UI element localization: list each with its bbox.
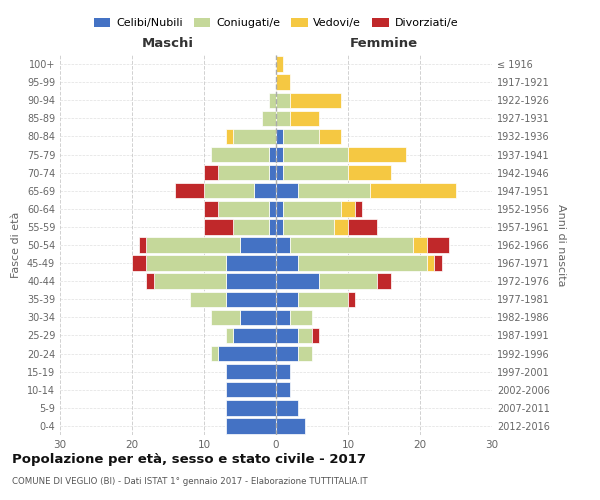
Bar	[132, 256, 146, 271]
Text: Maschi: Maschi	[142, 36, 194, 50]
Bar	[146, 274, 154, 289]
Bar	[348, 165, 391, 180]
Bar	[233, 219, 269, 234]
Bar	[276, 183, 298, 198]
Bar	[427, 256, 434, 271]
Bar	[204, 165, 218, 180]
Bar	[276, 310, 290, 325]
Bar	[218, 201, 269, 216]
Bar	[276, 165, 283, 180]
Bar	[283, 165, 348, 180]
Bar	[240, 238, 276, 252]
Bar	[298, 328, 312, 343]
Bar	[269, 165, 276, 180]
Bar	[226, 274, 276, 289]
Bar	[276, 92, 290, 108]
Bar	[226, 400, 276, 415]
Bar	[276, 328, 298, 343]
Bar	[233, 128, 276, 144]
Text: COMUNE DI VEGLIO (BI) - Dati ISTAT 1° gennaio 2017 - Elaborazione TUTTITALIA.IT: COMUNE DI VEGLIO (BI) - Dati ISTAT 1° ge…	[12, 478, 368, 486]
Bar	[298, 346, 312, 362]
Bar	[226, 256, 276, 271]
Bar	[211, 310, 240, 325]
Bar	[190, 292, 226, 307]
Bar	[254, 183, 276, 198]
Bar	[276, 256, 298, 271]
Bar	[290, 110, 319, 126]
Bar	[204, 183, 254, 198]
Bar	[334, 219, 348, 234]
Bar	[218, 165, 269, 180]
Bar	[146, 238, 240, 252]
Bar	[276, 147, 283, 162]
Bar	[319, 128, 341, 144]
Bar	[276, 238, 290, 252]
Bar	[276, 292, 298, 307]
Legend: Celibi/Nubili, Coniugati/e, Vedovi/e, Divorziati/e: Celibi/Nubili, Coniugati/e, Vedovi/e, Di…	[89, 13, 463, 32]
Bar	[276, 274, 319, 289]
Bar	[290, 238, 413, 252]
Bar	[276, 110, 290, 126]
Bar	[276, 418, 305, 434]
Bar	[319, 274, 377, 289]
Bar	[276, 400, 298, 415]
Bar	[312, 328, 319, 343]
Bar	[283, 147, 348, 162]
Bar	[283, 201, 341, 216]
Bar	[204, 201, 218, 216]
Bar	[226, 292, 276, 307]
Bar	[348, 147, 406, 162]
Bar	[226, 418, 276, 434]
Bar	[269, 92, 276, 108]
Bar	[226, 128, 233, 144]
Bar	[298, 292, 348, 307]
Bar	[175, 183, 204, 198]
Bar	[298, 256, 427, 271]
Bar	[154, 274, 226, 289]
Bar	[298, 183, 370, 198]
Bar	[355, 201, 362, 216]
Bar	[226, 382, 276, 398]
Bar	[276, 346, 298, 362]
Bar	[146, 256, 226, 271]
Bar	[276, 56, 283, 72]
Bar	[413, 238, 427, 252]
Bar	[290, 92, 341, 108]
Bar	[204, 219, 233, 234]
Bar	[211, 346, 218, 362]
Bar	[211, 147, 269, 162]
Y-axis label: Anni di nascita: Anni di nascita	[556, 204, 566, 286]
Bar	[226, 364, 276, 380]
Bar	[218, 346, 276, 362]
Text: Femmine: Femmine	[350, 36, 418, 50]
Bar	[283, 128, 319, 144]
Bar	[283, 219, 334, 234]
Bar	[276, 74, 290, 90]
Bar	[276, 201, 283, 216]
Bar	[290, 310, 312, 325]
Bar	[269, 147, 276, 162]
Bar	[139, 238, 146, 252]
Y-axis label: Fasce di età: Fasce di età	[11, 212, 21, 278]
Bar	[276, 364, 290, 380]
Bar	[262, 110, 276, 126]
Bar	[226, 328, 233, 343]
Bar	[434, 256, 442, 271]
Bar	[348, 219, 377, 234]
Text: Popolazione per età, sesso e stato civile - 2017: Popolazione per età, sesso e stato civil…	[12, 452, 366, 466]
Bar	[269, 219, 276, 234]
Bar	[377, 274, 391, 289]
Bar	[233, 328, 276, 343]
Bar	[427, 238, 449, 252]
Bar	[276, 219, 283, 234]
Bar	[276, 382, 290, 398]
Bar	[370, 183, 456, 198]
Bar	[240, 310, 276, 325]
Bar	[269, 201, 276, 216]
Bar	[276, 128, 283, 144]
Bar	[341, 201, 355, 216]
Bar	[348, 292, 355, 307]
